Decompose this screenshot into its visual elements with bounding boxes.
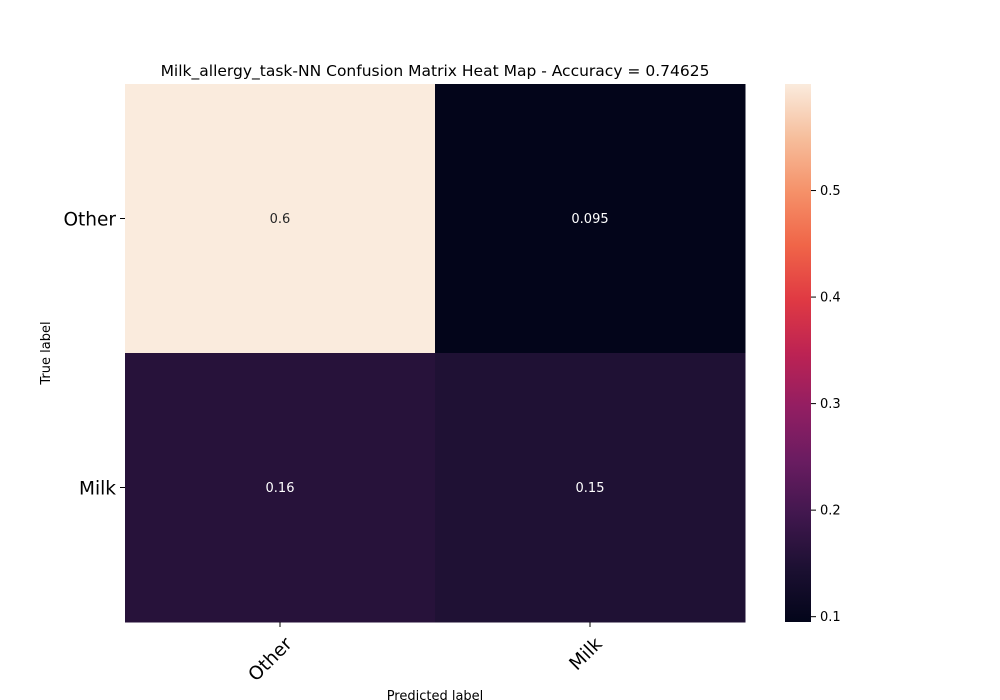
x-axis-label: Predicted label [387,689,484,700]
y-tick-label: Other [63,210,116,231]
x-tick-label: Other [245,633,297,685]
heatmap-cell [435,84,746,354]
cell-value-label: 0.15 [576,481,605,496]
x-tick-label: Milk [566,634,607,675]
cell-value-label: 0.095 [571,212,608,227]
cell-value-label: 0.6 [270,212,291,227]
y-tick-label: Milk [79,479,116,500]
colorbar-gradient [785,84,811,622]
colorbar: 0.1 0.2 0.3 0.4 0.5 [785,84,841,625]
heatmap-cell [125,84,436,354]
colorbar-tick-label: 0.4 [820,291,841,306]
heatmap-cells: 0.6 0.095 0.16 0.15 [125,84,746,623]
heatmap-cell [125,353,436,623]
colorbar-tick-label: 0.3 [820,397,841,412]
chart-title: Milk_allergy_task-NN Confusion Matrix He… [161,62,710,81]
heatmap-cell [435,353,746,623]
y-axis-label: True label [39,321,54,385]
cell-value-label: 0.16 [266,481,295,496]
x-axis-ticks: Other Milk [245,622,607,686]
colorbar-tick-label: 0.5 [820,184,841,199]
y-axis-ticks: Other Milk [63,210,125,500]
colorbar-tick-label: 0.1 [820,610,841,625]
colorbar-tick-label: 0.2 [820,504,841,519]
